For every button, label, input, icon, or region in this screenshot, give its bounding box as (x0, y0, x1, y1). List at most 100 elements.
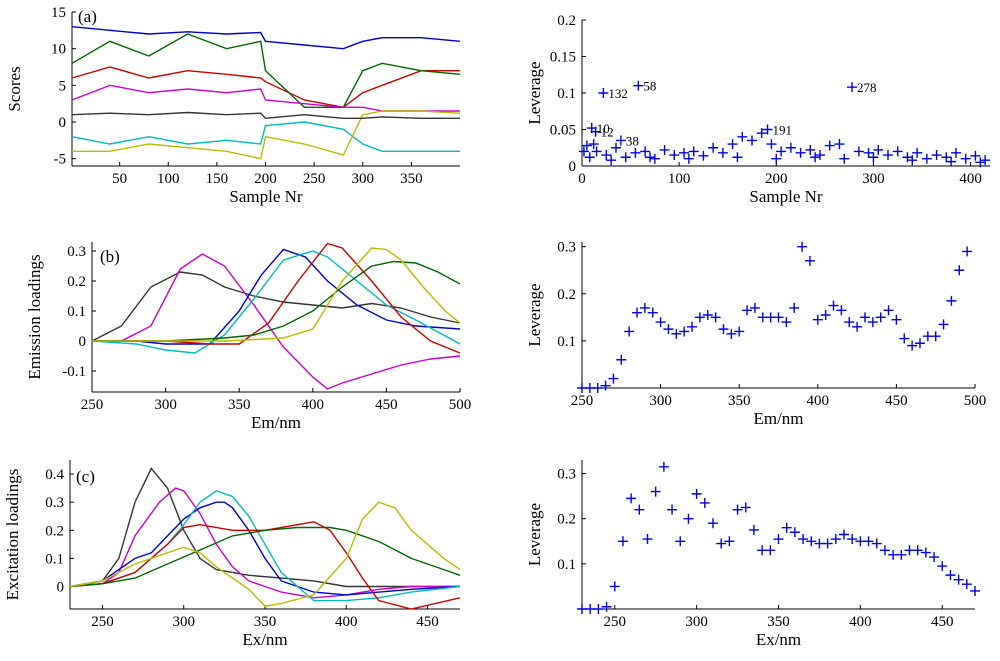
leverage-point (734, 326, 745, 337)
y-tick-label: 0 (569, 159, 577, 175)
leverage-point (615, 135, 626, 146)
leverage-point (584, 152, 595, 163)
leverage-point (590, 126, 601, 137)
leverage-point (828, 300, 839, 311)
series-line-3 (69, 501, 461, 596)
leverage-point (839, 153, 850, 164)
y-tick-label: 0 (59, 115, 67, 131)
panel-5: 250 300 350 400 450 0 0.1 0.2 0.3 0.4 Ex/nm Excitat… (3, 460, 461, 649)
leverage-point (773, 312, 784, 323)
leverage-point (671, 328, 682, 339)
x-tick-label: 350 (400, 171, 423, 187)
leverage-point (633, 80, 644, 91)
series-line-7 (71, 111, 460, 120)
x-tick-label: 450 (416, 614, 439, 630)
point-label: 12 (601, 125, 614, 140)
leverage-point (598, 88, 609, 98)
point-label: 58 (643, 79, 656, 94)
leverage-point (836, 305, 847, 316)
x-axis-label: Ex/nm (756, 630, 801, 649)
series-line-2 (92, 253, 461, 390)
leverage-point (667, 504, 678, 515)
y-axis-label: Leverage (525, 61, 544, 124)
panel-3: 250 300 350 400 450 500 -0.1 0 0.1 0.2 0.3 Em/nm Emi… (25, 242, 471, 432)
panel-1: 50 100 150 200 250 300 350 -5 0 5 10 15 Sample Nr Sco… (5, 5, 461, 206)
leverage-point (970, 585, 980, 596)
leverage-point (747, 135, 757, 146)
leverage-point (960, 153, 971, 164)
leverage-point (650, 486, 661, 497)
leverage-point (824, 140, 835, 151)
leverage-point (822, 538, 833, 549)
leverage-point (588, 139, 599, 150)
leverage-point (844, 317, 855, 328)
leverage-point (658, 461, 669, 472)
y-axis-label: Leverage (525, 283, 544, 346)
leverage-point (717, 147, 728, 158)
x-axis-label: Em/nm (753, 409, 803, 428)
leverage-point (930, 331, 941, 342)
leverage-point (679, 326, 690, 337)
leverage-point (820, 310, 831, 320)
leverage-point (737, 131, 748, 142)
leverage-point (806, 536, 817, 547)
series-line-3 (92, 248, 461, 345)
series-line-3 (71, 33, 461, 109)
leverage-point (921, 153, 932, 164)
leverage-point (611, 142, 621, 153)
leverage-point (601, 150, 612, 161)
y-tick-label: -0.1 (62, 364, 86, 380)
leverage-point (687, 321, 698, 332)
leverage-point (892, 146, 903, 157)
series-line-1 (69, 467, 460, 588)
y-tick-label: 5 (59, 78, 67, 94)
y-tick-label: 0 (57, 580, 65, 596)
y-tick-label: 15 (51, 5, 66, 21)
y-axis-label: Leverage (525, 503, 544, 566)
x-tick-label: 250 (91, 614, 114, 630)
leverage-point (639, 302, 650, 313)
x-tick-label: 0 (578, 171, 586, 187)
leverage-point (879, 545, 890, 556)
leverage-point (941, 152, 952, 163)
leverage-point (815, 150, 825, 161)
leverage-point (789, 302, 800, 313)
leverage-point (640, 146, 651, 157)
y-tick-label: 0.3 (557, 240, 576, 256)
y-tick-label: 0.15 (550, 50, 576, 66)
leverage-point (632, 307, 643, 318)
leverage-point (883, 150, 893, 161)
leverage-point (749, 302, 760, 313)
leverage-point (871, 538, 882, 549)
leverage-point (953, 574, 964, 585)
leverage-point (896, 549, 907, 560)
x-tick-label: 300 (685, 614, 708, 630)
x-tick-label: 250 (571, 393, 594, 409)
x-tick-label: 300 (173, 614, 196, 630)
panel-label: (a) (78, 7, 97, 26)
y-tick-label: 0.3 (45, 495, 64, 511)
panel-2: 0 100 200 300 400 0 0.05 0.1 0.15 0.2 Sample Nr Lev… (525, 13, 991, 206)
x-tick-label: 350 (254, 614, 277, 630)
leverage-point (718, 324, 729, 335)
y-tick-label: 0.3 (557, 467, 576, 483)
leverage-point (634, 504, 645, 515)
leverage-point (675, 536, 686, 547)
leverage-point (620, 152, 631, 163)
leverage-point (830, 534, 841, 545)
series-line-6 (72, 110, 461, 160)
panel-4: 250 300 350 400 450 500 0.1 0.2 0.3 Em/nm Leverage (525, 240, 986, 428)
leverage-point (867, 317, 878, 328)
leverage-point (694, 312, 705, 323)
leverage-point (875, 312, 886, 323)
y-tick-label: 0.2 (67, 274, 86, 290)
y-tick-label: 0 (79, 334, 87, 350)
leverage-point (742, 305, 753, 316)
leverage-point (626, 493, 637, 504)
series-line-6 (69, 526, 461, 588)
leverage-point (724, 536, 735, 547)
leverage-point (727, 139, 738, 150)
series-line-4 (71, 84, 460, 112)
leverage-point (852, 321, 863, 332)
leverage-point (593, 604, 604, 614)
